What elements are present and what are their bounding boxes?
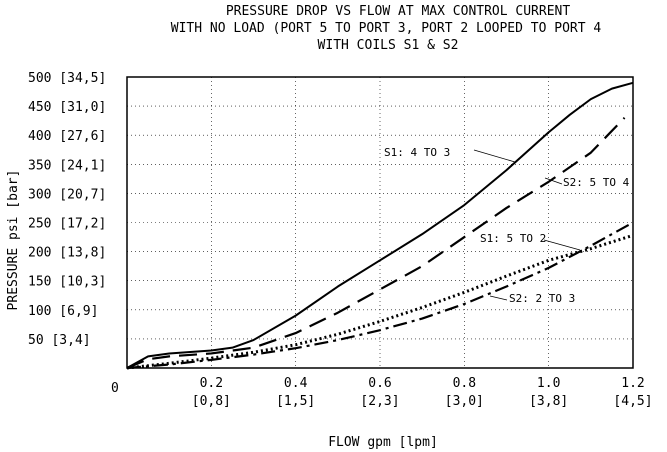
annotation-leader xyxy=(473,149,516,163)
y-tick-label: 200 [13,8] xyxy=(28,246,106,261)
x-axis-label: FLOW gpm [lpm] xyxy=(328,435,438,450)
annotation-leader xyxy=(544,177,563,185)
x-tick-sublabel: [4,5] xyxy=(613,394,652,409)
x-tick-label: 0.4 xyxy=(284,376,308,391)
series-line-4 xyxy=(126,221,634,370)
grid-lines xyxy=(127,77,633,368)
y-axis-label: PRESSURE psi [bar] xyxy=(6,170,21,311)
y-tick-label: 100 [6,9] xyxy=(28,304,98,319)
annotation-leader xyxy=(543,239,581,251)
x-tick-label: 1.2 xyxy=(621,376,644,391)
series-label-1: S1: 4 TO 3 xyxy=(384,146,450,159)
series-annotations: S1: 4 TO 3 S2: 5 TO 4 S1: 5 TO 2 S2: 2 TO 3 xyxy=(384,146,630,305)
x-tick-label: 0.2 xyxy=(200,376,223,391)
annotation-leader xyxy=(489,295,508,301)
series-line-2 xyxy=(126,116,626,370)
series-lines xyxy=(126,81,634,370)
x-tick-label: 0.8 xyxy=(453,376,476,391)
title-line-3: WITH COILS S1 & S2 xyxy=(318,38,459,53)
series-label-4: S2: 2 TO 3 xyxy=(509,292,575,305)
x-origin-label: 0 xyxy=(111,381,119,396)
y-tick-label: 450 [31,0] xyxy=(28,100,106,115)
y-tick-label: 500 [34,5] xyxy=(28,71,106,86)
x-tick-sublabel: [0,8] xyxy=(192,394,231,409)
y-tick-label: 250 [17,2] xyxy=(28,217,106,232)
x-tick-label: 1.0 xyxy=(537,376,560,391)
y-axis-ticks: 50 [3,4] 100 [6,9] 150 [10,3] 200 [13,8] 250… xyxy=(28,71,106,348)
y-tick-label: 350 [24,1] xyxy=(28,158,106,173)
series-label-2: S2: 5 TO 4 xyxy=(563,176,630,189)
x-axis-ticks: 0.2 [0,8] 0.4 [1,5] 0.6 [2,3] 0.8 [3,0] 1.0 [3,8]… xyxy=(192,376,653,409)
series-line-1 xyxy=(126,81,634,369)
y-tick-label: 50 [3,4] xyxy=(28,333,91,348)
x-tick-sublabel: [3,0] xyxy=(445,394,484,409)
y-tick-label: 150 [10,3] xyxy=(28,275,106,290)
y-tick-label: 300 [20,7] xyxy=(28,187,106,202)
chart-title: PRESSURE DROP VS FLOW AT MAX CONTROL CUR… xyxy=(171,4,602,53)
x-tick-label: 0.6 xyxy=(368,376,391,391)
title-line-1: PRESSURE DROP VS FLOW AT MAX CONTROL CUR… xyxy=(226,4,571,19)
title-line-2: WITH NO LOAD (PORT 5 TO PORT 3, PORT 2 L… xyxy=(171,21,602,36)
plot-frame xyxy=(126,76,634,369)
x-tick-sublabel: [3,8] xyxy=(529,394,568,409)
x-tick-sublabel: [2,3] xyxy=(360,394,399,409)
y-tick-label: 400 [27,6] xyxy=(28,129,106,144)
series-label-3: S1: 5 TO 2 xyxy=(480,232,546,245)
x-tick-sublabel: [1,5] xyxy=(276,394,315,409)
